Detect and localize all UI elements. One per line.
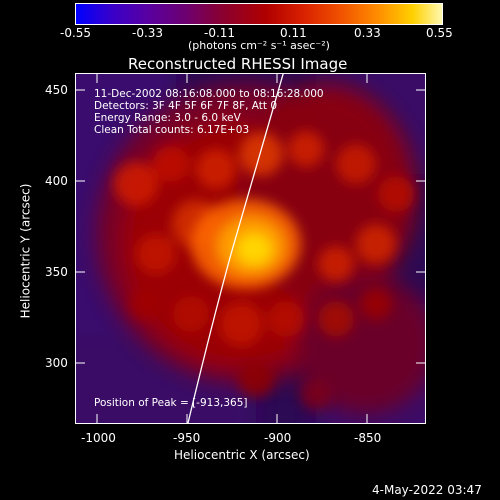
plot-title: Reconstructed RHESSI Image: [128, 55, 348, 73]
colorbar-tick-1: -0.55: [60, 26, 92, 40]
colorbar-tick-5: 0.33: [354, 26, 381, 40]
y-tick-350: 350: [45, 265, 68, 279]
y-tick-300: 300: [45, 356, 68, 370]
colorbar-tick-3: -0.11: [204, 26, 236, 40]
rhessi-image-plot: 11-Dec-2002 08:16:08.000 to 08:16:28.000…: [75, 73, 426, 424]
colorbar-tick-4: 0.11: [280, 26, 307, 40]
x-tick-900: -900: [264, 431, 292, 445]
colorbar-tick-6: 0.55: [426, 26, 453, 40]
colorbar-tick-2: -0.33: [132, 26, 164, 40]
x-axis-label: Heliocentric X (arcsec): [174, 448, 310, 462]
y-tick-450: 450: [45, 83, 68, 97]
y-tick-400: 400: [45, 174, 68, 188]
x-tick-850: -850: [354, 431, 382, 445]
detectors-info: Detectors: 3F 4F 5F 6F 7F 8F, Att 0: [94, 100, 278, 112]
solar-limb-line: [187, 74, 284, 423]
peak-position: Position of Peak = [-913,365]: [94, 397, 248, 409]
obs-time-range: 11-Dec-2002 08:16:08.000 to 08:16:28.000: [94, 88, 324, 100]
clean-counts-info: Clean Total counts: 6.17E+03: [94, 124, 250, 136]
x-tick-1000: -1000: [81, 431, 116, 445]
rhessi-heatmap: [76, 74, 425, 423]
footer-date: 4-May-2022 03:47: [372, 483, 482, 497]
y-axis-label: Heliocentric Y (arcsec): [18, 183, 33, 319]
colorbar-units: (photons cm⁻² s⁻¹ asec⁻²): [188, 39, 330, 52]
energy-range-info: Energy Range: 3.0 - 6.0 keV: [94, 112, 241, 124]
colorbar: [75, 3, 443, 25]
x-tick-950: -950: [173, 431, 201, 445]
